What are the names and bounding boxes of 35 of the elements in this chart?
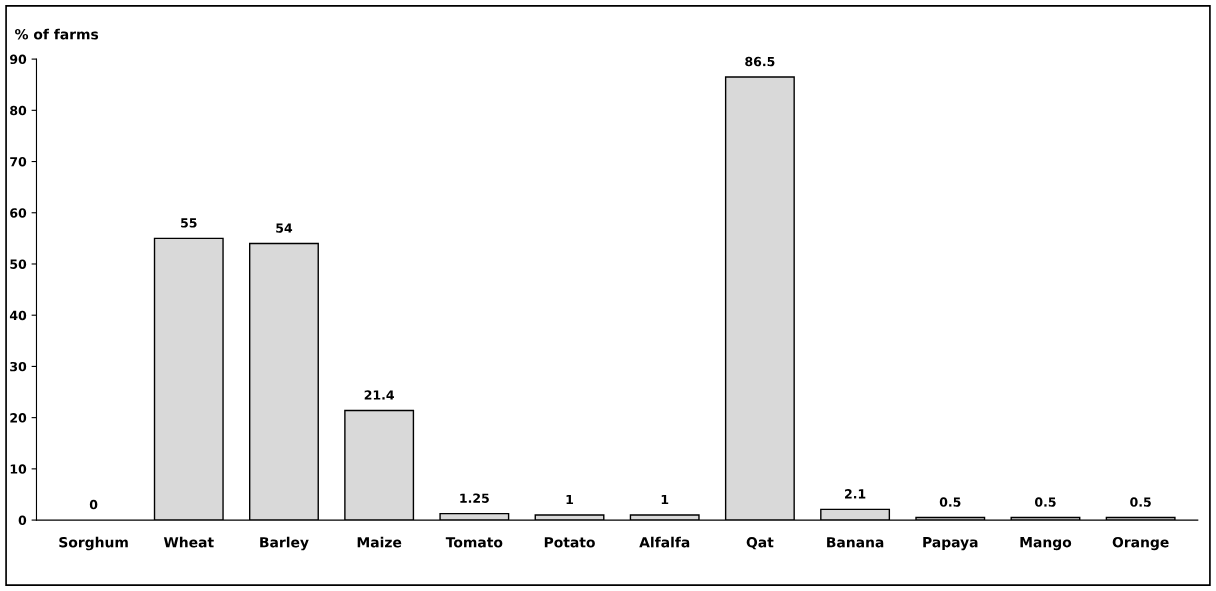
data-label: 1	[566, 494, 574, 505]
x-tick-label: Papaya	[923, 537, 978, 551]
y-tick-label: 60	[10, 208, 27, 218]
data-label: 0.5	[1034, 497, 1056, 507]
y-tick-label: 70	[10, 157, 27, 167]
y-axis-title: % of farms	[15, 28, 99, 40]
x-tick-label: Qat	[746, 536, 774, 550]
data-label: 21.4	[364, 390, 394, 400]
x-tick-label: Orange	[1112, 536, 1169, 551]
data-label: 0.5	[939, 497, 961, 507]
y-tick-label: 90	[10, 54, 27, 65]
data-label: 54	[276, 223, 293, 233]
y-tick-label: 50	[10, 259, 27, 269]
data-label: 1.25	[460, 493, 489, 503]
x-tick-label: Alfalfa	[639, 536, 690, 548]
x-tick-label: Banana	[827, 537, 884, 548]
x-tick-label: Tomato	[445, 537, 503, 548]
y-tick-label: 20	[10, 413, 27, 423]
data-label: 1	[661, 494, 669, 505]
y-tick-label: 80	[10, 105, 27, 116]
data-label: 55	[181, 218, 197, 228]
y-tick-label: 40	[9, 310, 27, 321]
x-tick-label: Maize	[357, 536, 402, 548]
data-label: 86.5	[745, 56, 775, 67]
data-label: 0	[89, 499, 98, 510]
x-tick-label: Potato	[544, 537, 595, 548]
x-tick-label: Barley	[260, 536, 309, 551]
y-tick-label: 10	[10, 464, 27, 474]
x-tick-label: Mango	[1020, 537, 1072, 551]
y-tick-label: 30	[10, 361, 27, 372]
data-label: 0.5	[1130, 497, 1151, 507]
x-tick-label: Sorghum	[59, 536, 128, 551]
y-tick-label: 0	[18, 515, 27, 526]
data-label: 2.1	[845, 489, 866, 499]
x-tick-label: Wheat	[163, 536, 214, 548]
